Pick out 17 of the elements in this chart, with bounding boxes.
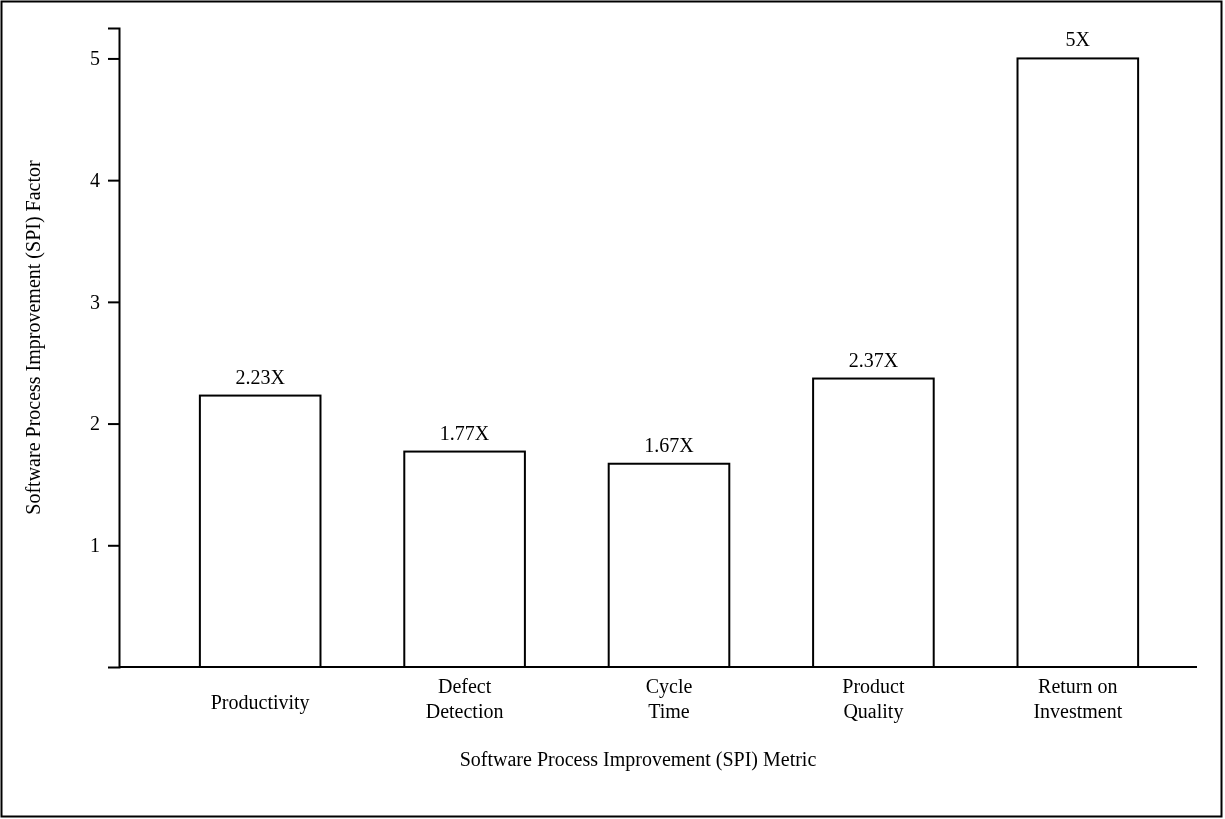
y-tick-label: 4 (90, 169, 100, 192)
data-label: 1.77X (439, 421, 490, 444)
x-tick-label: Product Quality (842, 675, 905, 723)
y-tick-label: 2 (90, 412, 100, 435)
data-label: 1.67X (644, 433, 695, 456)
x-tick-label: Productivity (210, 691, 310, 714)
x-tick-label: Return on Investment (1033, 675, 1123, 722)
x-tick-label: Defect Detection (425, 675, 504, 722)
y-tick-label: 1 (90, 534, 100, 557)
data-label: 2.23X (235, 365, 286, 388)
data-label: 5X (1065, 28, 1091, 51)
data-label: 2.37X (848, 348, 899, 371)
y-tick-label: 3 (90, 290, 100, 313)
y-tick-label: 5 (90, 47, 100, 70)
x-axis-title: Software Process Improvement (SPI) Metric (459, 748, 817, 771)
x-tick-label: Cycle Time (645, 675, 693, 722)
y-axis-title: Software Process Improvement (SPI) Factor (22, 159, 45, 515)
